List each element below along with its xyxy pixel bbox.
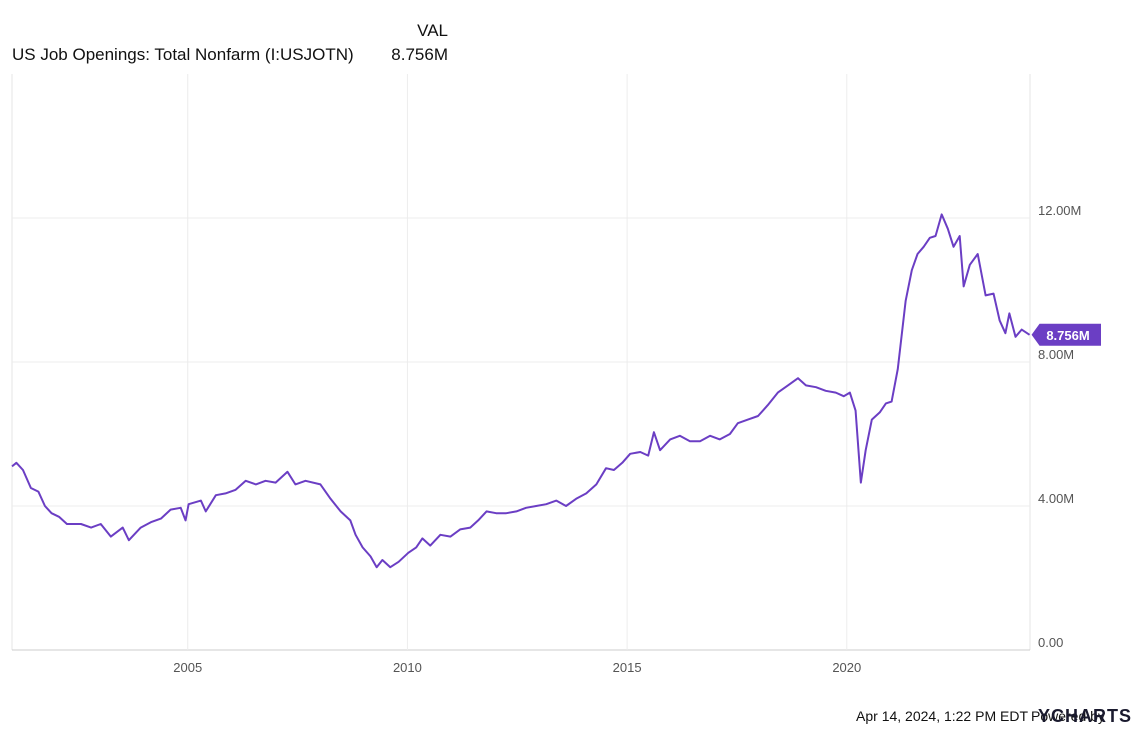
legend-value: 8.756M <box>391 45 448 64</box>
y-tick-label: 4.00M <box>1038 491 1074 506</box>
line-series <box>11 213 1031 569</box>
x-tick-label: 2020 <box>832 660 861 675</box>
last-value-badge <box>1031 323 1101 346</box>
x-tick-label: 2015 <box>613 660 642 675</box>
footer-text: Apr 14, 2024, 1:22 PM EDT <box>856 708 1028 724</box>
legend-entry: US Job Openings: Total Nonfarm (I:USJOTN… <box>12 45 354 64</box>
value-header: VAL <box>417 21 448 40</box>
y-tick-label: 0.00 <box>1038 635 1063 650</box>
footer-powered: Powered by <box>1031 708 1105 724</box>
x-tick-label: 2005 <box>173 660 202 675</box>
y-tick-label: 12.00M <box>1038 203 1081 218</box>
x-tick-label: 2010 <box>393 660 422 675</box>
last-value-label: 8.756M <box>1046 328 1089 343</box>
brand-logo: YCHARTS <box>1038 706 1132 726</box>
y-tick-label: 8.00M <box>1038 347 1074 362</box>
